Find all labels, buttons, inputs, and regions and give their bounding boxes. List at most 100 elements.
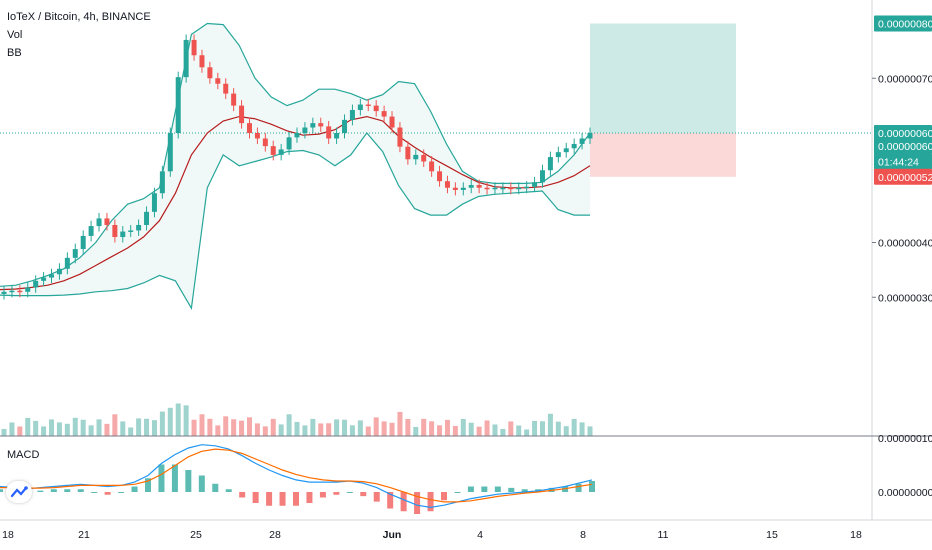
- time-tick-label: 11: [658, 529, 669, 541]
- candle-down: [373, 105, 379, 112]
- macd-histogram-bar: [158, 464, 165, 492]
- volume-bar: [500, 429, 506, 436]
- volume-bar: [199, 414, 205, 436]
- time-tick-label: 18: [850, 529, 862, 541]
- candle-down: [365, 104, 371, 107]
- macd-histogram-bar: [467, 486, 474, 492]
- candle-up: [1, 291, 7, 294]
- candle-up: [579, 138, 585, 144]
- macd-histogram-bar: [252, 492, 259, 503]
- candle-down: [239, 105, 245, 124]
- volume-bar: [302, 425, 308, 436]
- price-tick-label: 0.00000040: [878, 238, 932, 250]
- volume-legend[interactable]: Vol: [7, 29, 23, 41]
- macd-tick-label: 0.00000010: [878, 433, 932, 445]
- candle-down: [508, 187, 514, 190]
- tradingview-logo-icon[interactable]: [6, 481, 32, 503]
- time-tick-label: 28: [269, 529, 281, 541]
- macd-histogram-bar: [575, 483, 582, 492]
- macd-histogram-bar: [306, 492, 313, 503]
- volume-bar: [223, 416, 229, 436]
- macd-histogram-bar: [373, 492, 380, 502]
- candle-up: [334, 133, 340, 139]
- candle-down: [246, 123, 252, 133]
- volume-bar: [460, 418, 466, 436]
- candle-up: [136, 224, 142, 231]
- macd-histogram-bar: [212, 483, 219, 492]
- price-badge-label: 01:44:24: [878, 156, 919, 168]
- price-badge-label: 0.00000060: [878, 128, 932, 140]
- volume-bar: [88, 425, 94, 436]
- macd-histogram-bar: [104, 492, 111, 495]
- macd-histogram-bar: [185, 470, 192, 492]
- volume-bar: [397, 411, 403, 436]
- price-badge: [874, 125, 932, 141]
- macd-histogram-bar: [266, 492, 273, 506]
- volume-bar: [191, 419, 197, 436]
- candle-down: [381, 111, 387, 117]
- volume-bar: [112, 414, 118, 436]
- candle-down: [484, 187, 490, 190]
- candle-up: [56, 268, 62, 275]
- volume-bar: [151, 420, 157, 436]
- candle-up: [88, 226, 94, 236]
- macd-histogram-bar: [0, 489, 3, 492]
- candle-down: [223, 83, 229, 94]
- macd-histogram-bar: [279, 492, 286, 506]
- candle-up: [33, 280, 39, 288]
- volume-bars: [1, 403, 593, 436]
- volume-bar: [334, 419, 340, 436]
- volume-bar: [136, 418, 142, 436]
- volume-bar: [468, 422, 474, 436]
- macd-tick-label: 0.00000000: [878, 487, 932, 499]
- macd-pane: [0, 444, 595, 514]
- price-badge-label: 0.00000052: [878, 172, 932, 184]
- volume-bar: [104, 423, 110, 436]
- time-tick-label: 21: [78, 529, 90, 541]
- volume-bar: [33, 420, 39, 436]
- macd-histogram-bar: [387, 492, 394, 509]
- volume-bar: [437, 425, 443, 436]
- candle-down: [326, 126, 332, 139]
- candle-up: [357, 104, 363, 111]
- volume-bar: [429, 421, 435, 436]
- macd-histogram-bar: [64, 489, 71, 492]
- bollinger-legend[interactable]: BB: [7, 47, 22, 59]
- volume-bar: [373, 417, 379, 436]
- volume-bar: [539, 421, 545, 436]
- volume-bar: [9, 422, 15, 436]
- volume-bar: [231, 419, 237, 436]
- price-badge: [874, 153, 932, 170]
- candle-down: [270, 146, 276, 155]
- macd-histogram-bar: [239, 492, 246, 498]
- volume-bar: [405, 419, 411, 436]
- volume-bar: [64, 423, 70, 436]
- macd-histogram-bar: [360, 492, 367, 497]
- volume-bar: [144, 418, 150, 436]
- bollinger-fill: [0, 23, 590, 309]
- candle-up: [144, 211, 150, 225]
- volume-bar: [571, 418, 577, 436]
- macd-histogram-bar: [171, 464, 178, 492]
- bollinger-upper-line: [0, 22, 591, 287]
- time-tick-label: 4: [477, 529, 483, 541]
- volume-bar: [381, 421, 387, 436]
- volume-bar: [508, 421, 514, 436]
- time-tick-label: 8: [580, 529, 586, 541]
- volume-bar: [587, 426, 593, 436]
- time-tick-label: Jun: [383, 529, 402, 541]
- candle-down: [191, 39, 197, 56]
- volume-bar: [270, 418, 276, 436]
- candle-up: [310, 123, 316, 128]
- candle-down: [254, 133, 260, 139]
- candle-down: [318, 123, 324, 127]
- macd-legend[interactable]: MACD: [7, 449, 40, 461]
- position-zones[interactable]: [0, 23, 872, 177]
- volume-bar: [175, 403, 181, 436]
- volume-bar: [452, 425, 458, 436]
- candle-up: [294, 133, 300, 138]
- macd-histogram-bar: [441, 492, 447, 501]
- candle-up: [128, 230, 134, 232]
- signal-line: [0, 448, 593, 503]
